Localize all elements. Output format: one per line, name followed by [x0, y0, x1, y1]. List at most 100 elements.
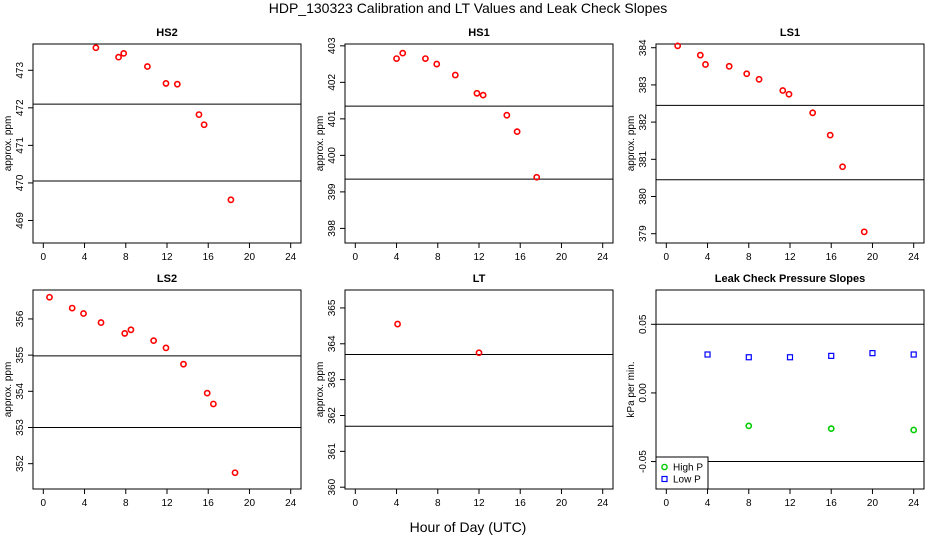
data-point-lt-s0-1 [475, 349, 483, 357]
data-point-ls1-s0-0 [674, 42, 682, 50]
y-tick-label: 354 [15, 383, 26, 400]
legend-box [655, 456, 709, 490]
y-tick-label: 473 [15, 62, 26, 79]
data-point-leak-s1-4 [869, 350, 876, 357]
data-point-ls1-s0-10 [839, 163, 846, 171]
y-tick-label: 379 [638, 225, 649, 242]
x-tick-label: 0 [664, 498, 670, 509]
x-tick-label: 16 [203, 498, 215, 509]
data-point-leak-s1-3 [828, 352, 835, 359]
plot-frame [344, 43, 614, 244]
data-point-ls1-s0-1 [696, 51, 704, 59]
data-point-hs2-s0-8 [227, 196, 235, 204]
plot-frame [655, 43, 925, 244]
x-tick-label: 12 [473, 498, 485, 509]
x-tick-label: 16 [515, 498, 527, 509]
panel-ls2: LS2 0 4 8 12 16 20 24 352 353 354 355 356 approx. ppm [3, 273, 302, 509]
legend-marker-0 [661, 463, 668, 471]
y-tick-label: 384 [638, 39, 649, 56]
y-axis-label: approx. ppm [3, 116, 14, 172]
panel-title: HS1 [468, 27, 489, 39]
x-tick-label: 24 [597, 498, 609, 509]
panel-hs1: HS1 0 4 8 12 16 20 24 398 399 400 401 402 403 approx. … [315, 27, 614, 263]
y-tick-label: 361 [327, 443, 338, 460]
y-tick-label: 364 [327, 335, 338, 352]
data-point-ls2-s0-3 [97, 319, 105, 326]
figure-title: HDP_130323 Calibration and LT Values and… [269, 0, 667, 16]
y-axis-label: approx. ppm [315, 362, 326, 418]
y-tick-label: 362 [327, 407, 338, 424]
y-tick-label: 470 [15, 174, 26, 191]
y-tick-label: 471 [15, 137, 26, 154]
y-tick-label: 382 [638, 113, 649, 130]
panel-ls1: LS1 0 4 8 12 16 20 24 379 380 381 382 383 384 approx. … [626, 27, 925, 263]
panel-hs2: HS2 0 4 8 12 16 20 24 469 470 471 472 473 approx. ppm [3, 27, 302, 263]
y-tick-label: 469 [15, 212, 26, 229]
data-point-ls2-s0-1 [68, 304, 76, 312]
plot-frame [32, 43, 302, 244]
y-tick-label: 355 [15, 346, 26, 363]
x-tick-label: 12 [161, 498, 173, 509]
data-point-hs2-s0-0 [92, 44, 100, 52]
x-tick-label: 20 [244, 252, 256, 263]
data-point-ls1-s0-4 [743, 70, 751, 78]
plot-frame [344, 289, 614, 490]
y-tick-label: 398 [327, 220, 338, 237]
x-tick-label: 16 [826, 498, 838, 509]
x-tick-label: 16 [826, 252, 838, 263]
data-point-hs1-s0-1 [399, 49, 407, 57]
panel-leak: Leak Check Pressure Slopes 0 4 8 12 16 20 24 -0.… [626, 273, 925, 509]
data-point-ls2-s0-6 [150, 337, 157, 345]
x-tick-label: 4 [82, 252, 88, 263]
data-point-hs1-s0-7 [503, 111, 511, 119]
panel-lt: LT 0 4 8 12 16 20 24 360 361 362 363 364 365 approx. p… [315, 273, 614, 509]
y-tick-label: -0.05 [638, 450, 649, 473]
data-point-leak-s1-0 [704, 351, 711, 358]
data-point-lt-s0-0 [394, 320, 401, 328]
x-tick-label: 12 [473, 252, 485, 263]
data-point-ls2-s0-5 [127, 326, 135, 334]
y-tick-label: 383 [638, 76, 649, 93]
figure-x-axis-label: Hour of Day (UTC) [410, 519, 527, 535]
data-point-leak-s1-5 [910, 351, 917, 358]
x-tick-label: 20 [867, 498, 879, 509]
data-point-leak-s0-1 [827, 425, 835, 433]
y-tick-label: 402 [327, 74, 338, 91]
data-point-leak-s1-1 [745, 354, 752, 361]
data-point-leak-s0-2 [910, 426, 918, 434]
data-point-ls2-s0-7 [162, 344, 170, 352]
x-tick-label: 0 [353, 498, 359, 509]
y-tick-label: 363 [327, 371, 338, 388]
x-tick-label: 4 [394, 498, 400, 509]
data-point-ls2-s0-9 [203, 389, 211, 397]
x-tick-label: 24 [597, 252, 609, 263]
y-tick-label: 399 [327, 183, 338, 200]
x-tick-label: 20 [556, 252, 568, 263]
x-tick-label: 20 [556, 498, 568, 509]
data-point-ls2-s0-8 [180, 360, 187, 368]
x-tick-label: 20 [244, 498, 256, 509]
y-axis-label: approx. ppm [3, 362, 14, 418]
y-tick-label: 401 [327, 110, 338, 127]
y-tick-label: 360 [327, 478, 338, 495]
y-axis-label: kPa per min. [626, 361, 637, 417]
x-tick-label: 4 [82, 498, 88, 509]
x-tick-label: 4 [394, 252, 400, 263]
panel-title: LS2 [157, 273, 177, 285]
data-point-hs2-s0-2 [120, 49, 128, 57]
data-point-hs1-s0-8 [513, 128, 521, 136]
y-tick-label: 400 [327, 147, 338, 164]
data-point-ls2-s0-4 [121, 330, 129, 337]
x-tick-label: 24 [908, 498, 920, 509]
legend-label: High P [673, 463, 703, 474]
y-axis-label: approx. ppm [626, 116, 637, 172]
legend-marker-1 [661, 475, 668, 483]
data-point-hs2-s0-6 [195, 111, 203, 118]
panel-title: LT [473, 273, 486, 285]
plot-frame [32, 289, 302, 490]
x-tick-label: 8 [435, 498, 441, 509]
data-point-ls1-s0-6 [779, 87, 787, 94]
y-tick-label: 0.05 [638, 314, 649, 334]
